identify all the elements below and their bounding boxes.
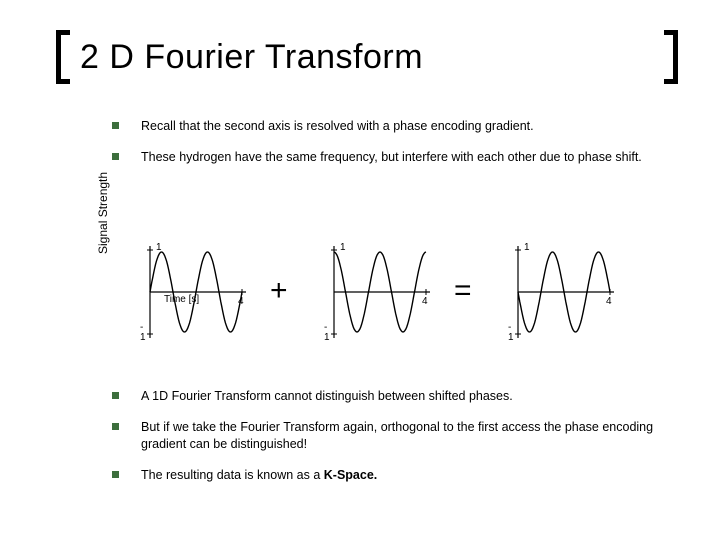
bullet-text: The resulting data is known as a K-Space… (141, 467, 377, 484)
sine-plot-3: 1-14 (506, 242, 616, 342)
sine-plot-2: 1-14 (322, 242, 432, 342)
bullet-square-icon (112, 392, 119, 399)
bullet-text: But if we take the Fourier Transform aga… (141, 419, 672, 453)
bullet-item: These hydrogen have the same frequency, … (112, 149, 672, 166)
sine-plot-1: 1-14Time [s] (138, 242, 248, 342)
equals-operator: = (454, 274, 472, 308)
bullet-square-icon (112, 153, 119, 160)
bullet-item: A 1D Fourier Transform cannot distinguis… (112, 388, 672, 405)
bullet-text: A 1D Fourier Transform cannot distinguis… (141, 388, 513, 405)
bullet-square-icon (112, 423, 119, 430)
title-bracket-right (664, 30, 678, 84)
title-bracket-left (56, 30, 70, 84)
bullets-bottom: A 1D Fourier Transform cannot distinguis… (112, 388, 672, 498)
bullets-top: Recall that the second axis is resolved … (112, 118, 672, 180)
bullet-item: The resulting data is known as a K-Space… (112, 467, 672, 484)
bullet-square-icon (112, 471, 119, 478)
slide-title: 2 D Fourier Transform (80, 38, 423, 77)
kspace-bold: K-Space. (324, 468, 378, 482)
y-axis-label: Signal Strength (96, 172, 110, 254)
chart-row: Signal Strength 1-14Time [s] + 1-14 = 1-… (112, 242, 652, 372)
bullet-item: But if we take the Fourier Transform aga… (112, 419, 672, 453)
bullet-text: These hydrogen have the same frequency, … (141, 149, 642, 166)
bullet-item: Recall that the second axis is resolved … (112, 118, 672, 135)
bullet-square-icon (112, 122, 119, 129)
bullet-text-prefix: The resulting data is known as a (141, 468, 324, 482)
bullet-text: Recall that the second axis is resolved … (141, 118, 534, 135)
plus-operator: + (270, 274, 288, 308)
